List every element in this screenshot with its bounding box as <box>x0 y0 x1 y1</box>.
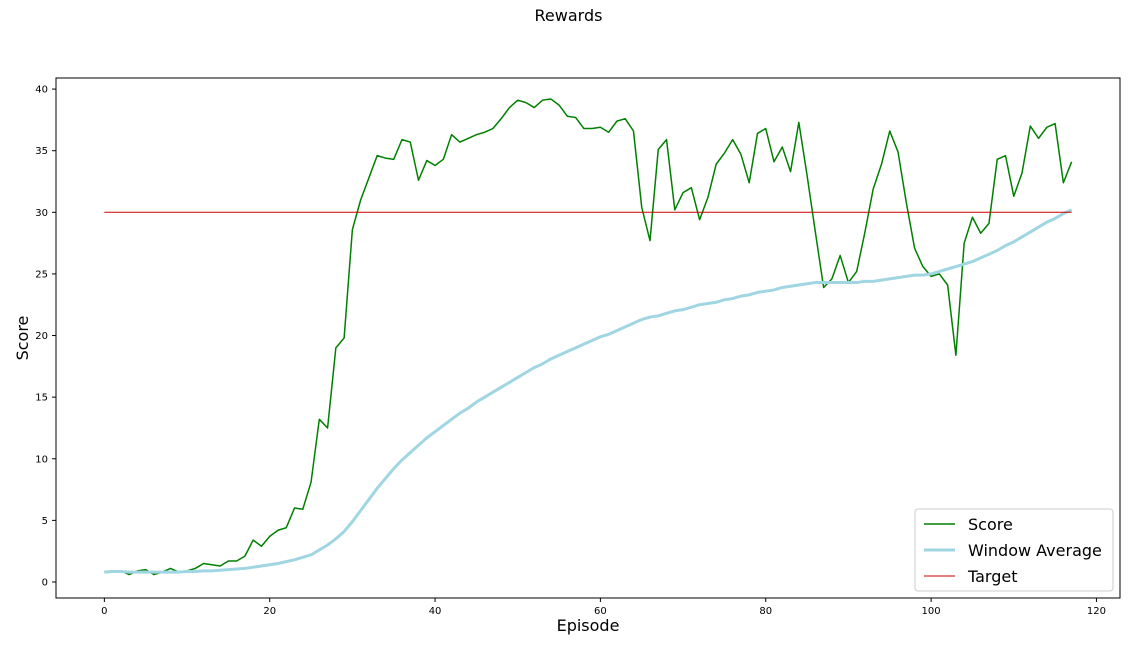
x-tick-label: 100 <box>922 606 941 617</box>
y-tick-label: 30 <box>35 208 48 219</box>
x-tick-label: 20 <box>263 606 276 617</box>
legend-label-window-average: Window Average <box>968 541 1102 560</box>
x-tick-label: 0 <box>101 606 107 617</box>
y-tick-label: 35 <box>35 146 48 157</box>
y-tick-label: 25 <box>35 269 48 280</box>
legend-label-target: Target <box>967 567 1018 586</box>
series-line-window-average <box>104 208 1073 574</box>
y-tick-label: 20 <box>35 331 48 342</box>
x-axis: 0 20 40 60 80 100 120 <box>101 598 1106 617</box>
y-tick-label: 5 <box>42 516 48 527</box>
legend: Score Window Average Target <box>914 508 1114 592</box>
x-tick-label: 60 <box>594 606 607 617</box>
x-tick-label: 40 <box>429 606 442 617</box>
y-axis: 0 5 10 15 20 25 30 35 40 <box>35 85 56 588</box>
legend-box <box>914 508 1114 592</box>
series-line-score <box>104 98 1073 576</box>
y-tick-label: 40 <box>35 85 48 96</box>
y-tick-label: 0 <box>42 577 48 588</box>
chart-suptitle: Rewards <box>534 6 603 25</box>
y-tick-label: 15 <box>35 393 48 404</box>
x-tick-label: 80 <box>759 606 772 617</box>
plot-frame <box>55 77 1121 599</box>
y-axis-label: Score <box>13 316 32 361</box>
x-axis-label: Episode <box>557 616 620 635</box>
y-tick-label: 10 <box>35 454 48 465</box>
legend-label-score: Score <box>968 515 1013 534</box>
x-tick-label: 120 <box>1087 606 1106 617</box>
plot-area <box>104 98 1073 576</box>
